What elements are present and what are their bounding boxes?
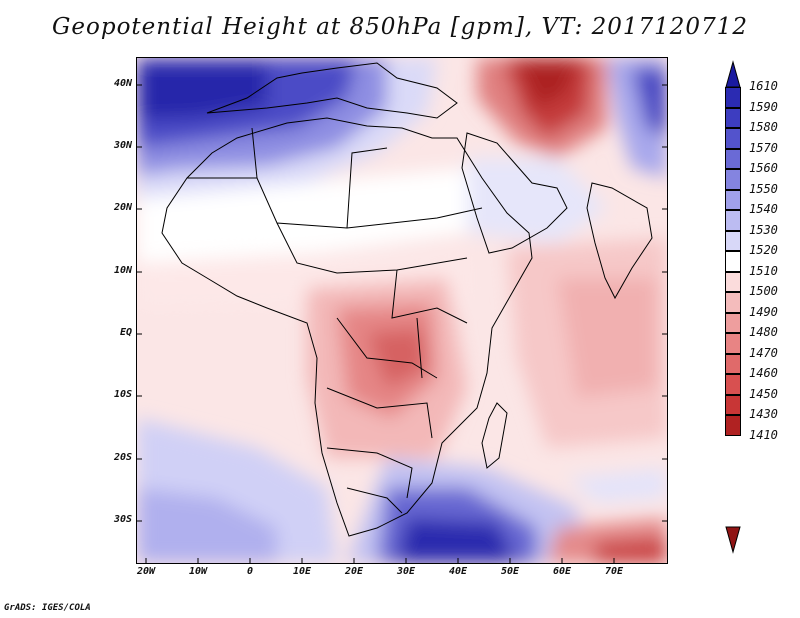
lon-label-10e: 10E bbox=[292, 566, 312, 577]
map-title: Geopotential Height at 850hPa [gpm], VT:… bbox=[52, 14, 748, 40]
colorbar-box bbox=[725, 189, 741, 210]
height-field bbox=[137, 58, 667, 563]
lat-label-40n: 40N bbox=[113, 78, 132, 89]
colorbar-box bbox=[725, 210, 741, 231]
colorbar-label: 1610 bbox=[749, 79, 778, 93]
colorbar-box bbox=[725, 271, 741, 292]
lon-label-70e: 70E bbox=[604, 566, 624, 577]
colorbar-box bbox=[725, 312, 741, 333]
colorbar-label: 1490 bbox=[749, 304, 778, 319]
colorbar-box bbox=[725, 292, 741, 313]
lon-label-10w: 10W bbox=[188, 566, 208, 577]
coastlines bbox=[161, 62, 653, 537]
lat-label-10s: 10S bbox=[113, 389, 132, 400]
lon-label-20e: 20E bbox=[344, 566, 364, 577]
colorbar-box bbox=[725, 107, 741, 128]
graticule-ticks bbox=[137, 84, 667, 563]
colorbar-label: 1550 bbox=[749, 181, 778, 196]
colorbar-label: 1520 bbox=[749, 243, 778, 257]
footer-credit: GrADS: IGES/COLA bbox=[4, 603, 91, 613]
colorbar-label: 1570 bbox=[749, 140, 778, 155]
colorbar-box bbox=[725, 415, 741, 436]
lon-label-30e: 30E bbox=[396, 566, 416, 577]
colorbar-label: 1500 bbox=[749, 284, 778, 298]
colorbar-box bbox=[725, 169, 741, 190]
map-panel bbox=[136, 57, 668, 564]
colorbar-box bbox=[725, 394, 741, 415]
colorbar-label: 1540 bbox=[749, 202, 778, 216]
lon-label-40e: 40E bbox=[448, 566, 468, 577]
colorbar-box bbox=[725, 251, 741, 272]
colorbar-box bbox=[725, 87, 741, 108]
lon-label-60e: 60E bbox=[552, 566, 572, 577]
map-canvas bbox=[137, 58, 667, 563]
lat-label-20n: 20N bbox=[113, 202, 132, 213]
colorbar-top-arrow bbox=[725, 60, 741, 88]
colorbar-bottom-arrow bbox=[725, 526, 741, 554]
colorbar-box bbox=[725, 333, 741, 354]
colorbar-label: 1530 bbox=[749, 222, 778, 237]
colorbar-arrows bbox=[725, 60, 741, 554]
colorbar-label: 1480 bbox=[749, 325, 778, 339]
colorbar-box bbox=[725, 148, 741, 169]
lat-label-20s: 20S bbox=[113, 452, 132, 463]
colorbar-label: 1470 bbox=[749, 345, 778, 360]
colorbar-label: 1590 bbox=[749, 99, 778, 114]
lat-label-30s: 30S bbox=[113, 514, 132, 525]
colorbar-label: 1580 bbox=[749, 120, 778, 134]
lat-label-eq: EQ bbox=[119, 327, 132, 338]
lon-label-50e: 50E bbox=[500, 566, 520, 577]
colorbar-label: 1450 bbox=[749, 386, 778, 401]
lat-label-30n: 30N bbox=[113, 140, 132, 151]
colorbar-box bbox=[725, 374, 741, 395]
colorbar-label: 1410 bbox=[749, 427, 778, 442]
colorbar-label: 1560 bbox=[749, 161, 778, 175]
colorbar-box bbox=[725, 230, 741, 251]
colorbar-box bbox=[725, 128, 741, 149]
colorbar-label: 1430 bbox=[749, 407, 778, 421]
lat-label-10n: 10N bbox=[113, 265, 132, 276]
lon-label-0: 0 bbox=[246, 566, 254, 577]
lon-label-20w: 20W bbox=[136, 566, 156, 577]
colorbar-label: 1460 bbox=[749, 366, 778, 380]
colorbar-box bbox=[725, 353, 741, 374]
colorbar-label: 1510 bbox=[749, 263, 778, 278]
